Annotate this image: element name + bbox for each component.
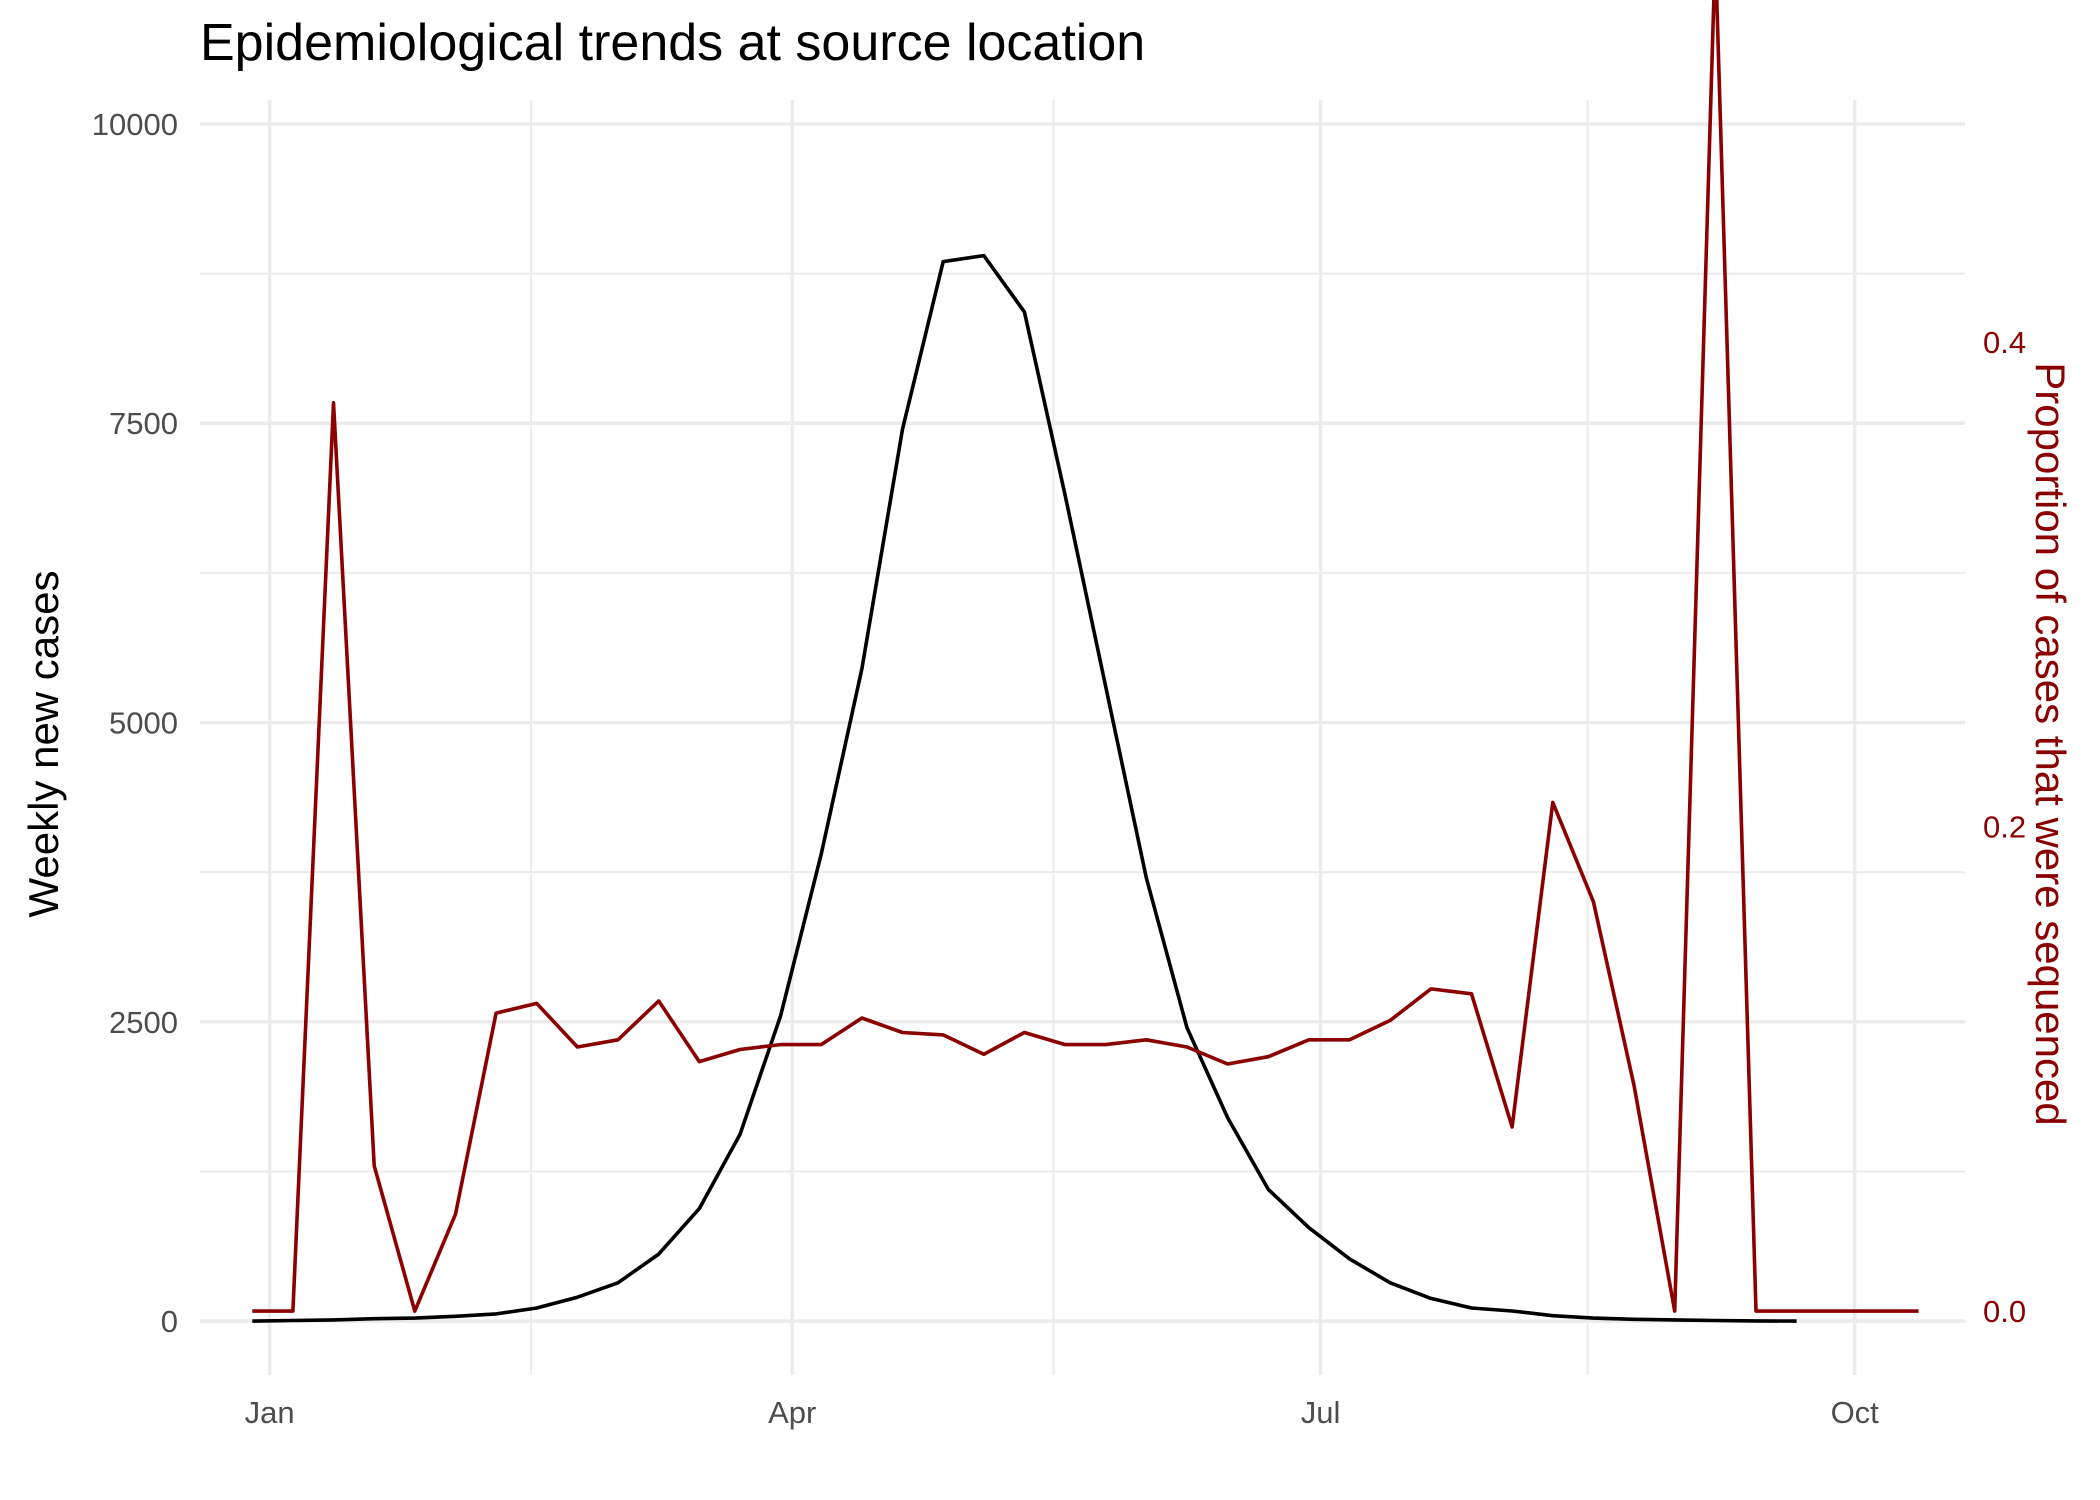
y-tick-label-left: 10000 <box>92 107 178 142</box>
x-tick-label: Jan <box>245 1395 295 1430</box>
chart-title: Epidemiological trends at source locatio… <box>200 14 1145 72</box>
y-axis-title-left: Weekly new cases <box>20 570 67 917</box>
x-tick-label: Apr <box>768 1395 816 1430</box>
y-tick-label-left: 7500 <box>109 406 178 441</box>
y-tick-label-left: 2500 <box>109 1005 178 1040</box>
axes: 0 2500 5000 7500 10000 Jan Apr Jul Oct 0.0 0.2 0.4 <box>92 107 2026 1430</box>
y-tick-label-left: 5000 <box>109 706 178 741</box>
x-tick-label: Jul <box>1301 1395 1341 1430</box>
y-tick-label-left: 0 <box>161 1304 178 1339</box>
x-tick-label: Oct <box>1831 1395 1880 1430</box>
y-axis-title-right: Proportion of cases that were sequenced <box>2027 362 2074 1125</box>
y-tick-label-right: 0.0 <box>1983 1294 2026 1329</box>
gridlines <box>200 100 1965 1375</box>
series-lines <box>252 0 1919 1323</box>
y-tick-label-right: 0.2 <box>1983 810 2026 845</box>
y-tick-label-right: 0.4 <box>1983 325 2026 360</box>
proportion-sequenced-line <box>252 0 1919 1313</box>
weekly-cases-line <box>252 253 1797 1323</box>
